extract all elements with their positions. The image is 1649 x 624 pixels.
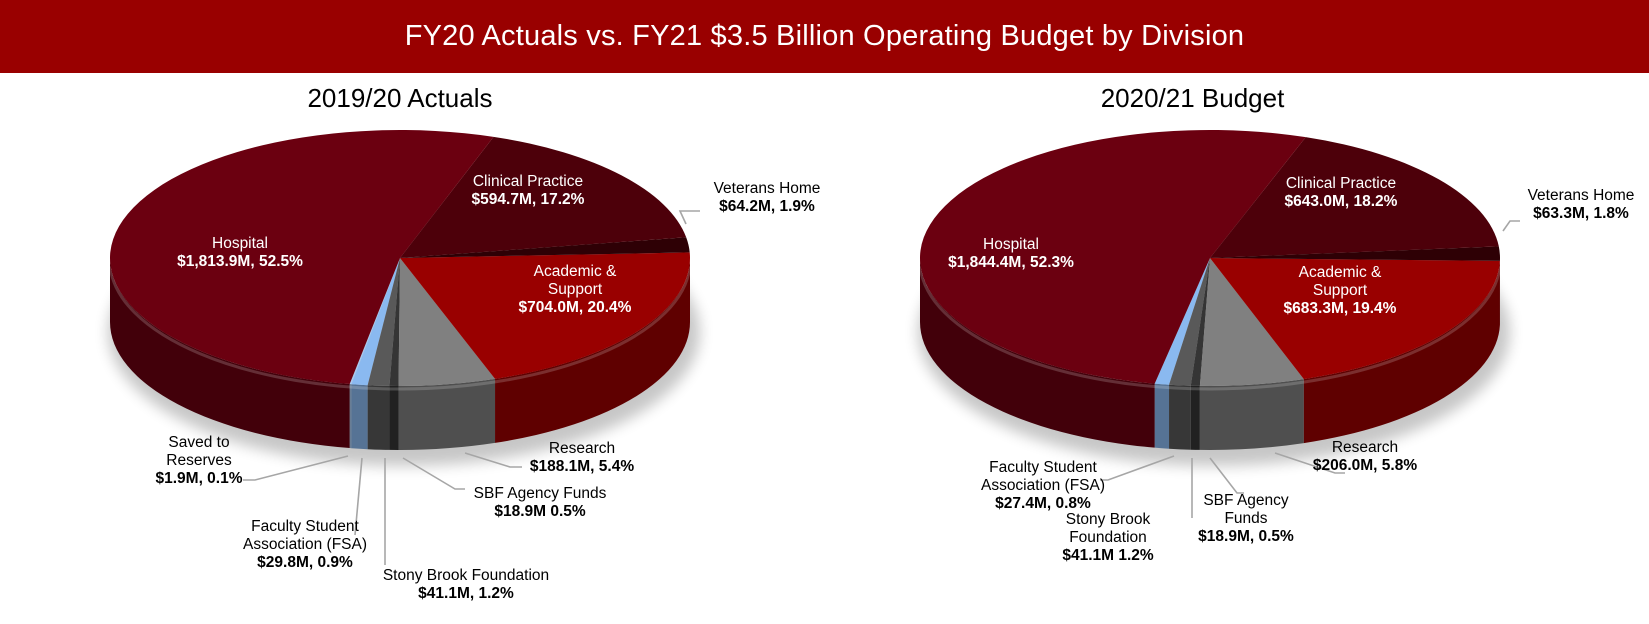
label-stony-brook-foundation: Stony Brook Foundation $41.1M 1.2% bbox=[1062, 511, 1154, 564]
slice-fsa bbox=[1154, 258, 1210, 385]
slice-saved_reserves bbox=[349, 258, 400, 385]
label-hospital: Hospital $1,813.9M, 52.5% bbox=[177, 235, 303, 270]
label-veterans-home: Veterans Home $64.2M, 1.9% bbox=[713, 180, 821, 215]
label-sbf-agency-funds: SBF Agency Funds $18.9M, 0.5% bbox=[1198, 492, 1294, 545]
slice-hospital bbox=[920, 130, 1306, 384]
pie-top bbox=[110, 130, 691, 386]
chart-title: 2020/21 Budget bbox=[1100, 83, 1285, 113]
slice-research bbox=[398, 258, 496, 386]
pie-chart-3d bbox=[108, 130, 700, 565]
slice-stony_brook_foundation bbox=[367, 258, 400, 386]
slice-veterans_home bbox=[400, 237, 690, 258]
label-stony-brook-foundation: Stony Brook Foundation $41.1M, 1.2% bbox=[382, 567, 550, 602]
slice-sbf_agency bbox=[389, 258, 400, 386]
pie-sides bbox=[110, 258, 690, 450]
label-clinical-practice: Clinical Practice $594.7M, 17.2% bbox=[471, 173, 585, 208]
slice-research bbox=[1199, 258, 1304, 386]
pie-chart-3d bbox=[918, 130, 1520, 518]
slice-academic_support bbox=[400, 252, 691, 379]
slice-veterans_home bbox=[1210, 246, 1500, 261]
slice-hospital bbox=[110, 130, 494, 385]
label-veterans-home: Veterans Home $63.3M, 1.8% bbox=[1527, 187, 1635, 222]
header-banner: FY20 Actuals vs. FY21 $3.5 Billion Opera… bbox=[0, 0, 1649, 73]
slice-clinical_practice bbox=[1210, 137, 1499, 258]
chart-2020-21-budget: 2020/21 Budget Hospital $1,844.4M, 52.3%… bbox=[820, 73, 1649, 624]
label-hospital: Hospital $1,844.4M, 52.3% bbox=[948, 236, 1074, 271]
chart-2019-20-actuals: 2019/20 Actuals Hospital $1,813.9M, 52.5… bbox=[0, 73, 820, 624]
pie-top bbox=[920, 130, 1500, 386]
label-research: Research $188.1M, 5.4% bbox=[529, 440, 635, 475]
slice-academic_support bbox=[1210, 258, 1500, 380]
slice-fsa bbox=[351, 258, 400, 386]
label-research: Research $206.0M, 5.8% bbox=[1312, 439, 1418, 474]
label-academic-support: Academic & Support $704.0M, 20.4% bbox=[518, 263, 632, 316]
pie-sides bbox=[920, 258, 1500, 450]
label-academic-support: Academic & Support $683.3M, 19.4% bbox=[1283, 264, 1397, 317]
slice-stony_brook_foundation bbox=[1169, 258, 1210, 386]
page-title: FY20 Actuals vs. FY21 $3.5 Billion Opera… bbox=[404, 20, 1245, 52]
label-clinical-practice: Clinical Practice $643.0M, 18.2% bbox=[1284, 175, 1398, 210]
label-fsa: Faculty Student Association (FSA) $27.4M… bbox=[980, 459, 1106, 512]
slice-clinical_practice bbox=[400, 136, 687, 258]
chart-title: 2019/20 Actuals bbox=[307, 83, 493, 113]
label-fsa: Faculty Student Association (FSA) $29.8M… bbox=[242, 518, 368, 571]
label-sbf-agency-funds: SBF Agency Funds $18.9M 0.5% bbox=[473, 485, 607, 520]
label-saved-to-reserves: Saved to Reserves $1.9M, 0.1% bbox=[155, 434, 243, 487]
slice-sbf_agency bbox=[1190, 258, 1210, 386]
